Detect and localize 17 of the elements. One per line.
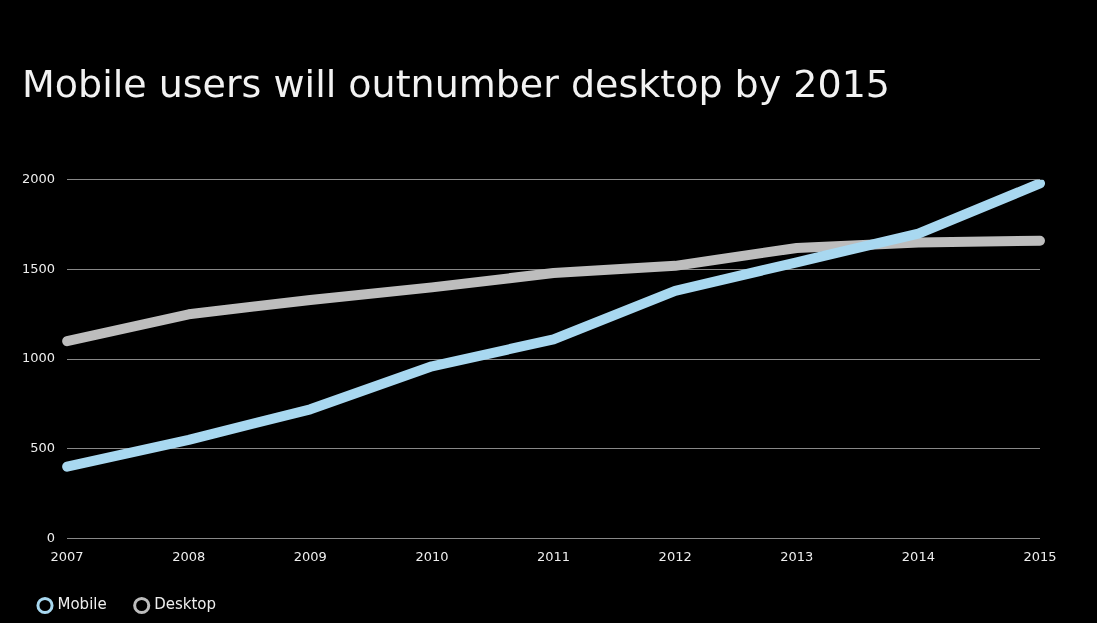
y-tick-label: 2000 — [21, 171, 56, 187]
legend-label: Desktop — [154, 595, 217, 614]
y-tick-label: 500 — [30, 440, 56, 456]
x-tick-label: 2007 — [50, 548, 84, 564]
x-tick-label: 2008 — [172, 548, 206, 564]
chart-title: Mobile users will outnumber desktop by 2015 — [22, 62, 890, 106]
y-tick-label: 0 — [46, 529, 56, 545]
x-tick-label: 2015 — [1023, 548, 1057, 564]
x-tick-label: 2012 — [658, 548, 692, 564]
y-tick-label: 1500 — [21, 260, 56, 276]
y-tick-label: 1000 — [21, 350, 56, 366]
x-tick-label: 2011 — [537, 548, 571, 564]
x-tick-label: 2009 — [293, 548, 327, 564]
x-tick-label: 2014 — [901, 548, 935, 564]
x-tick-label: 2013 — [780, 548, 814, 564]
legend-label: Mobile — [57, 595, 107, 614]
x-tick-label: 2010 — [415, 548, 449, 564]
